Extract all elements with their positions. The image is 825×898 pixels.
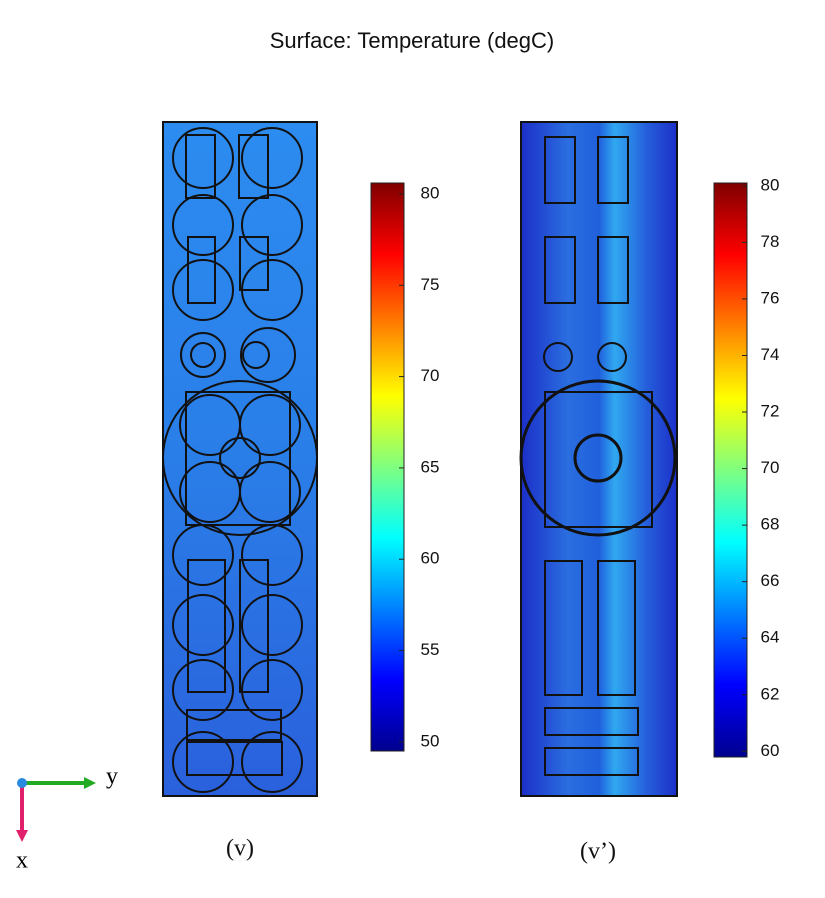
colorbar-tick-label: 68 bbox=[761, 515, 780, 534]
colorbar bbox=[713, 182, 748, 758]
colorbar-tick-label: 50 bbox=[421, 731, 440, 750]
colorbar-tick-label: 80 bbox=[761, 175, 780, 194]
title: Surface: Temperature (degC) bbox=[270, 28, 555, 53]
colorbar bbox=[370, 182, 405, 752]
panel-label: (v) bbox=[226, 836, 254, 862]
colorbar-tick-label: 60 bbox=[421, 549, 440, 568]
panel-label: (v’) bbox=[580, 839, 616, 865]
colorbar-tick-label: 70 bbox=[761, 458, 780, 477]
colorbar-tick-label: 80 bbox=[421, 183, 440, 202]
colorbar-tick-label: 64 bbox=[761, 628, 780, 647]
panel-right bbox=[519, 121, 678, 797]
colorbar-tick-label: 74 bbox=[761, 345, 780, 364]
colorbar-tick-label: 60 bbox=[761, 741, 780, 760]
panel-left bbox=[162, 121, 318, 797]
colorbar-tick-label: 62 bbox=[761, 684, 780, 703]
colorbar-tick-label: 75 bbox=[421, 275, 440, 294]
colorbar-tick-label: 70 bbox=[421, 366, 440, 385]
axis-triad: y x bbox=[16, 764, 118, 874]
axis-label-x: x bbox=[16, 848, 28, 874]
colorbar-tick-label: 55 bbox=[421, 640, 440, 659]
axis-label-y: y bbox=[106, 764, 118, 790]
colorbar-tick-label: 76 bbox=[761, 288, 780, 307]
colorbar-tick-label: 72 bbox=[761, 402, 780, 421]
colorbar-tick-label: 65 bbox=[421, 457, 440, 476]
colorbar-tick-label: 66 bbox=[761, 571, 780, 590]
colorbar-tick-label: 78 bbox=[761, 232, 780, 251]
